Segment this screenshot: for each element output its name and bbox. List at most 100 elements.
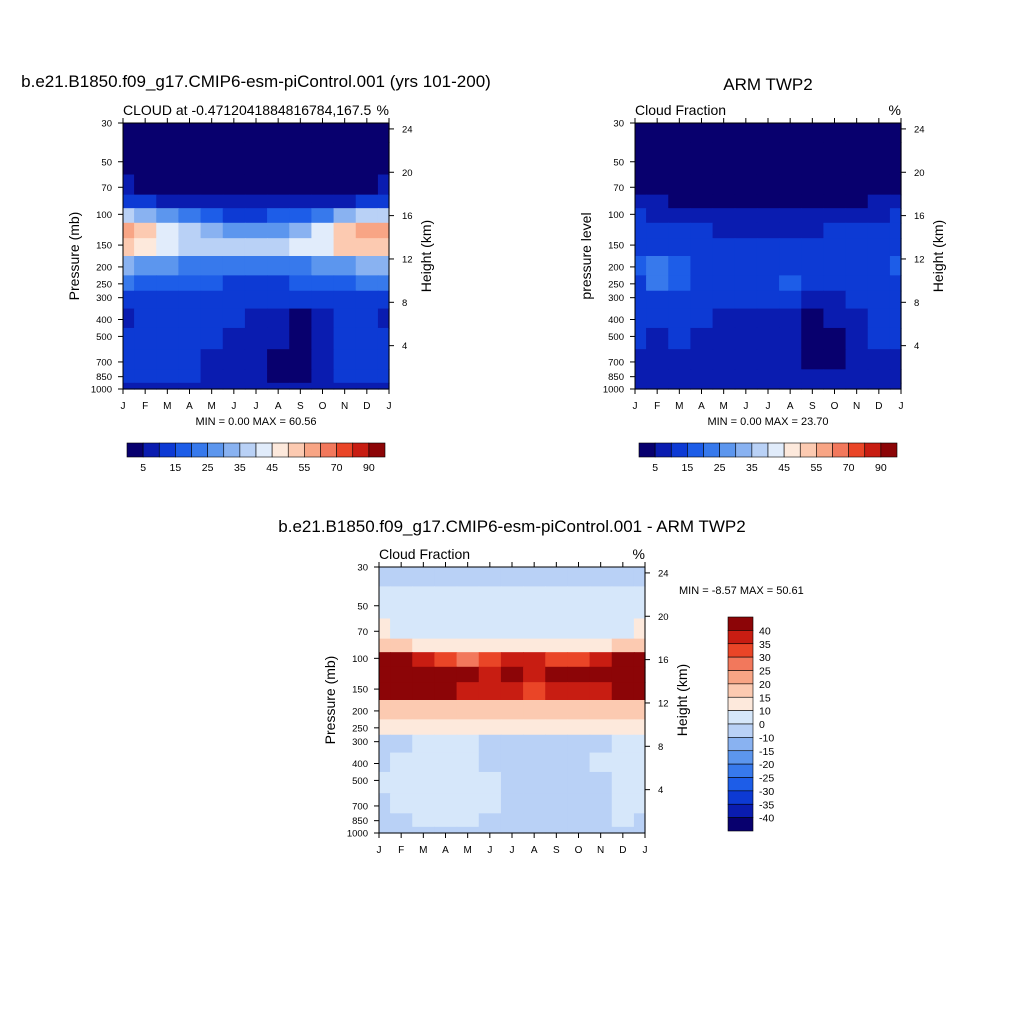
y-tick-label: 250 bbox=[608, 279, 624, 290]
colorbar-swatch bbox=[727, 696, 754, 711]
heatmap-cell bbox=[377, 222, 390, 239]
heatmap-cell bbox=[478, 771, 502, 794]
heatmap-cell bbox=[456, 771, 480, 794]
y-tick-label: 1000 bbox=[91, 385, 112, 396]
heatmap-cell bbox=[244, 382, 268, 390]
heatmap-cell bbox=[523, 567, 546, 587]
heatmap-cell bbox=[200, 174, 224, 196]
heatmap-cell bbox=[611, 813, 635, 828]
heatmap-cell bbox=[311, 369, 335, 384]
colorbar-swatch bbox=[727, 803, 754, 818]
heatmap-cell bbox=[355, 327, 379, 350]
heatmap-cell bbox=[355, 290, 379, 310]
heatmap-cell bbox=[734, 349, 758, 370]
heatmap-cell bbox=[244, 123, 268, 143]
heatmap-cell bbox=[456, 618, 480, 640]
y2-tick-label: 24 bbox=[658, 568, 669, 579]
min-max-stats: MIN = -8.57 MAX = 50.61 bbox=[679, 585, 804, 597]
heatmap-cell bbox=[333, 123, 357, 143]
heatmap-cell bbox=[123, 275, 135, 292]
heatmap-cell bbox=[244, 194, 268, 209]
colorbar-label: 25 bbox=[714, 462, 726, 474]
heatmap-cell bbox=[523, 586, 546, 620]
heatmap-cell bbox=[712, 275, 736, 292]
heatmap-cell bbox=[456, 682, 480, 701]
heatmap-cell bbox=[545, 586, 569, 620]
x-tick-label: M bbox=[207, 401, 215, 412]
heatmap-cell bbox=[867, 208, 891, 224]
heatmap-cell bbox=[390, 752, 413, 773]
y-tick-label: 400 bbox=[352, 759, 368, 770]
heatmap-cell bbox=[567, 618, 591, 640]
heatmap-cell bbox=[889, 194, 902, 209]
colorbar-swatch bbox=[880, 442, 898, 458]
x-tick-label: O bbox=[831, 401, 839, 412]
colorbar-label: -40 bbox=[759, 813, 774, 825]
panel-1: b.e21.B1850.f09_g17.CMIP6-esm-piControl.… bbox=[21, 72, 491, 474]
heatmap-cell bbox=[779, 256, 802, 276]
heatmap-cell bbox=[779, 327, 802, 350]
heatmap-cell bbox=[123, 142, 135, 176]
heatmap-cell bbox=[289, 123, 313, 143]
heatmap-cell bbox=[567, 638, 591, 653]
heatmap-cell bbox=[867, 349, 891, 370]
heatmap-cell bbox=[412, 700, 436, 720]
heatmap-cell bbox=[611, 793, 635, 814]
heatmap-cell bbox=[390, 813, 413, 828]
y-axis-title: Pressure (mb) bbox=[322, 656, 338, 745]
heatmap-cell bbox=[668, 222, 692, 239]
heatmap-cell bbox=[267, 123, 290, 143]
y-tick-label: 50 bbox=[357, 601, 368, 612]
x-tick-label: S bbox=[297, 401, 304, 412]
heatmap-cell bbox=[244, 349, 268, 370]
heatmap-cell bbox=[289, 256, 313, 276]
heatmap-cell bbox=[801, 142, 825, 176]
heatmap-cell bbox=[379, 813, 391, 828]
heatmap-cell bbox=[200, 349, 224, 370]
heatmap-cell bbox=[712, 369, 736, 384]
heatmap-cell bbox=[545, 618, 569, 640]
heatmap-cell bbox=[633, 826, 646, 834]
heatmap-cell bbox=[801, 290, 825, 310]
colorbar-swatch bbox=[727, 683, 754, 698]
heatmap-cell bbox=[889, 275, 902, 292]
right-string: % bbox=[377, 102, 389, 118]
heatmap-cell bbox=[434, 734, 458, 754]
heatmap-cell bbox=[635, 194, 647, 209]
heatmap-cell bbox=[377, 256, 390, 276]
heatmap-cell bbox=[134, 238, 157, 257]
heatmap-cell bbox=[633, 666, 646, 683]
y-tick-label: 1000 bbox=[603, 385, 624, 396]
y2-tick-label: 8 bbox=[914, 298, 919, 309]
heatmap-cell bbox=[377, 327, 390, 350]
x-tick-label: M bbox=[163, 401, 171, 412]
x-tick-label: J bbox=[231, 401, 236, 412]
y-tick-label: 100 bbox=[96, 210, 112, 221]
x-tick-label: N bbox=[341, 401, 348, 412]
heatmap-cell bbox=[456, 700, 480, 720]
colorbar-swatch bbox=[654, 442, 672, 458]
heatmap-cell bbox=[756, 308, 780, 329]
heatmap-cell bbox=[267, 208, 290, 224]
heatmap-cell bbox=[690, 194, 714, 209]
heatmap-cell bbox=[379, 734, 391, 754]
heatmap-cell bbox=[289, 308, 313, 329]
y-tick-label: 400 bbox=[608, 315, 624, 326]
heatmap-cell bbox=[779, 174, 802, 196]
heatmap-cell bbox=[244, 208, 268, 224]
heatmap-cell bbox=[889, 142, 902, 176]
heatmap-cell bbox=[379, 618, 391, 640]
y2-tick-label: 16 bbox=[914, 211, 925, 222]
heatmap-cell bbox=[244, 327, 268, 350]
x-tick-label: J bbox=[643, 845, 648, 856]
y2-tick-label: 20 bbox=[914, 168, 925, 179]
heatmap-cell bbox=[646, 256, 669, 276]
x-tick-label: M bbox=[719, 401, 727, 412]
heatmap-cell bbox=[668, 174, 692, 196]
heatmap-cell bbox=[567, 652, 591, 668]
heatmap-cell bbox=[412, 719, 436, 736]
heatmap-cell bbox=[690, 275, 714, 292]
heatmap-cell bbox=[668, 238, 692, 257]
y2-axis-title: Height (km) bbox=[418, 220, 434, 292]
heatmap-cell bbox=[311, 349, 335, 370]
